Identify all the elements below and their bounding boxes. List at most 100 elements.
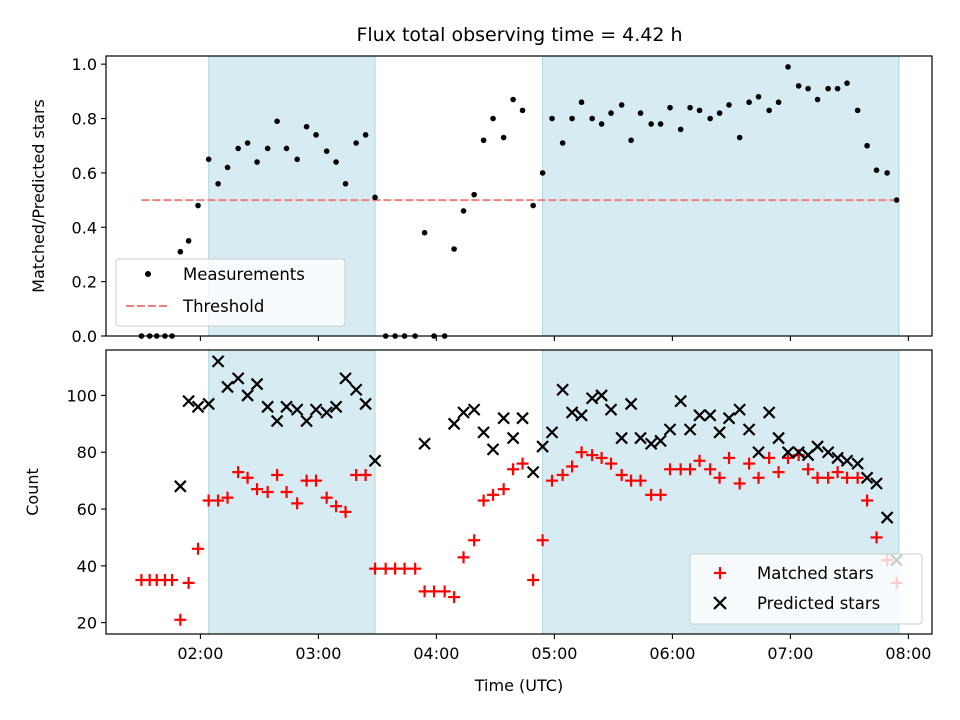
predicted-star-point: [270, 414, 284, 428]
predicted-star-point: [733, 403, 746, 416]
measurement-point: [696, 107, 703, 114]
predicted-star-point: [300, 414, 313, 428]
matched-star-point: [174, 613, 187, 626]
top-panel-shaded-intervals: [208, 55, 900, 337]
measurement-point: [421, 229, 428, 236]
measurement-point: [648, 121, 654, 127]
measurement-point: [825, 85, 831, 92]
matched-star-point: [457, 551, 470, 564]
measurement-point: [834, 85, 841, 92]
matched-star-point: [811, 471, 824, 484]
predicted-star-point: [280, 400, 293, 414]
matched-star-point: [487, 488, 500, 501]
measurement-point: [480, 137, 487, 144]
bottom-ytick-label: 40: [77, 557, 97, 576]
series-matched-stars: [135, 446, 903, 626]
predicted-star-point: [349, 383, 363, 397]
matched-star-point: [693, 454, 706, 467]
predicted-star-point: [556, 383, 569, 397]
matched-star-point: [497, 483, 510, 496]
matched-star-point: [752, 471, 765, 484]
bottom-ytick-label: 20: [77, 614, 97, 633]
matched-star-point: [654, 488, 667, 501]
predicted-star-point: [624, 397, 638, 411]
top-ytick-label: 0.0: [72, 327, 97, 346]
predicted-star-point: [644, 437, 658, 450]
measurement-point: [687, 104, 693, 111]
predicted-star-point: [250, 377, 264, 391]
matched-star-point: [468, 534, 481, 547]
predicted-star-point: [870, 477, 883, 490]
measurement-point: [578, 99, 585, 106]
legend-measurements-label: Measurements: [183, 265, 305, 284]
measurement-point: [451, 246, 457, 252]
predicted-star-point: [329, 400, 343, 414]
measurement-point: [716, 110, 723, 116]
matched-star-point: [870, 531, 883, 544]
top-panel-legend: Measurements Threshold: [115, 258, 346, 327]
measurement-point: [500, 134, 507, 141]
predicted-star-point: [821, 445, 835, 459]
measurement-point: [530, 202, 536, 209]
top-ytick-label: 0.6: [72, 164, 97, 183]
matched-star-point: [605, 457, 618, 470]
measurement-point: [333, 159, 339, 165]
measurement-point: [264, 145, 271, 152]
measurement-point: [707, 115, 713, 122]
legend-predicted-label: Predicted stars: [757, 594, 880, 613]
matched-star-point: [339, 505, 352, 518]
top-ytick-label: 0.4: [72, 218, 97, 237]
predicted-star-point: [418, 437, 431, 450]
predicted-star-point: [634, 431, 647, 445]
top-legend-box: [115, 258, 346, 327]
predicted-star-point: [604, 403, 618, 416]
predicted-star-point: [762, 406, 776, 419]
predicted-star-point: [182, 394, 195, 408]
matched-star-point: [861, 494, 874, 507]
predicted-star-point: [811, 440, 824, 453]
predicted-star-point: [231, 372, 245, 385]
matched-star-point: [320, 491, 333, 504]
matched-star-point: [166, 574, 179, 587]
predicted-star-point: [241, 389, 254, 402]
xtick-label: 04:00: [413, 644, 459, 663]
measurement-point: [254, 159, 260, 165]
measurement-point: [893, 197, 900, 203]
measurement-point: [215, 180, 221, 187]
predicted-star-point: [860, 471, 874, 485]
matched-star-point: [291, 497, 304, 510]
predicted-star-point: [516, 411, 529, 425]
predicted-star-point: [467, 403, 481, 416]
predicted-star-point: [261, 400, 274, 414]
measurement-point: [608, 110, 614, 116]
measurement-point: [766, 107, 772, 114]
measurement-point: [884, 170, 890, 176]
xtick-label: 02:00: [177, 644, 223, 663]
measurement-point: [235, 145, 241, 152]
predicted-star-point: [497, 411, 510, 425]
matched-star-point: [634, 474, 647, 487]
predicted-star-point: [781, 445, 795, 459]
predicted-star-point: [359, 397, 372, 411]
measurement-point: [372, 194, 378, 201]
matched-star-point: [763, 451, 776, 464]
predicted-star-point: [457, 406, 470, 419]
legend-measurements-marker: [145, 271, 151, 277]
predicted-star-point: [595, 389, 608, 402]
predicted-star-point: [585, 392, 599, 405]
measurement-point: [185, 238, 192, 244]
measurement-point: [283, 145, 290, 152]
measurements-points: [138, 64, 900, 339]
top-panel-frame: [105, 55, 933, 337]
matched-star-point: [802, 463, 815, 476]
matched-star-point: [704, 463, 717, 476]
measurement-point: [628, 137, 634, 144]
matched-star-point: [723, 451, 736, 464]
measurement-point: [313, 132, 319, 138]
bottom-ytick-label: 100: [66, 386, 97, 405]
matched-star-point: [575, 446, 588, 459]
measurement-point: [274, 118, 280, 125]
xtick-label: 05:00: [531, 644, 577, 663]
matched-star-point: [212, 494, 225, 507]
predicted-star-point: [368, 454, 382, 468]
